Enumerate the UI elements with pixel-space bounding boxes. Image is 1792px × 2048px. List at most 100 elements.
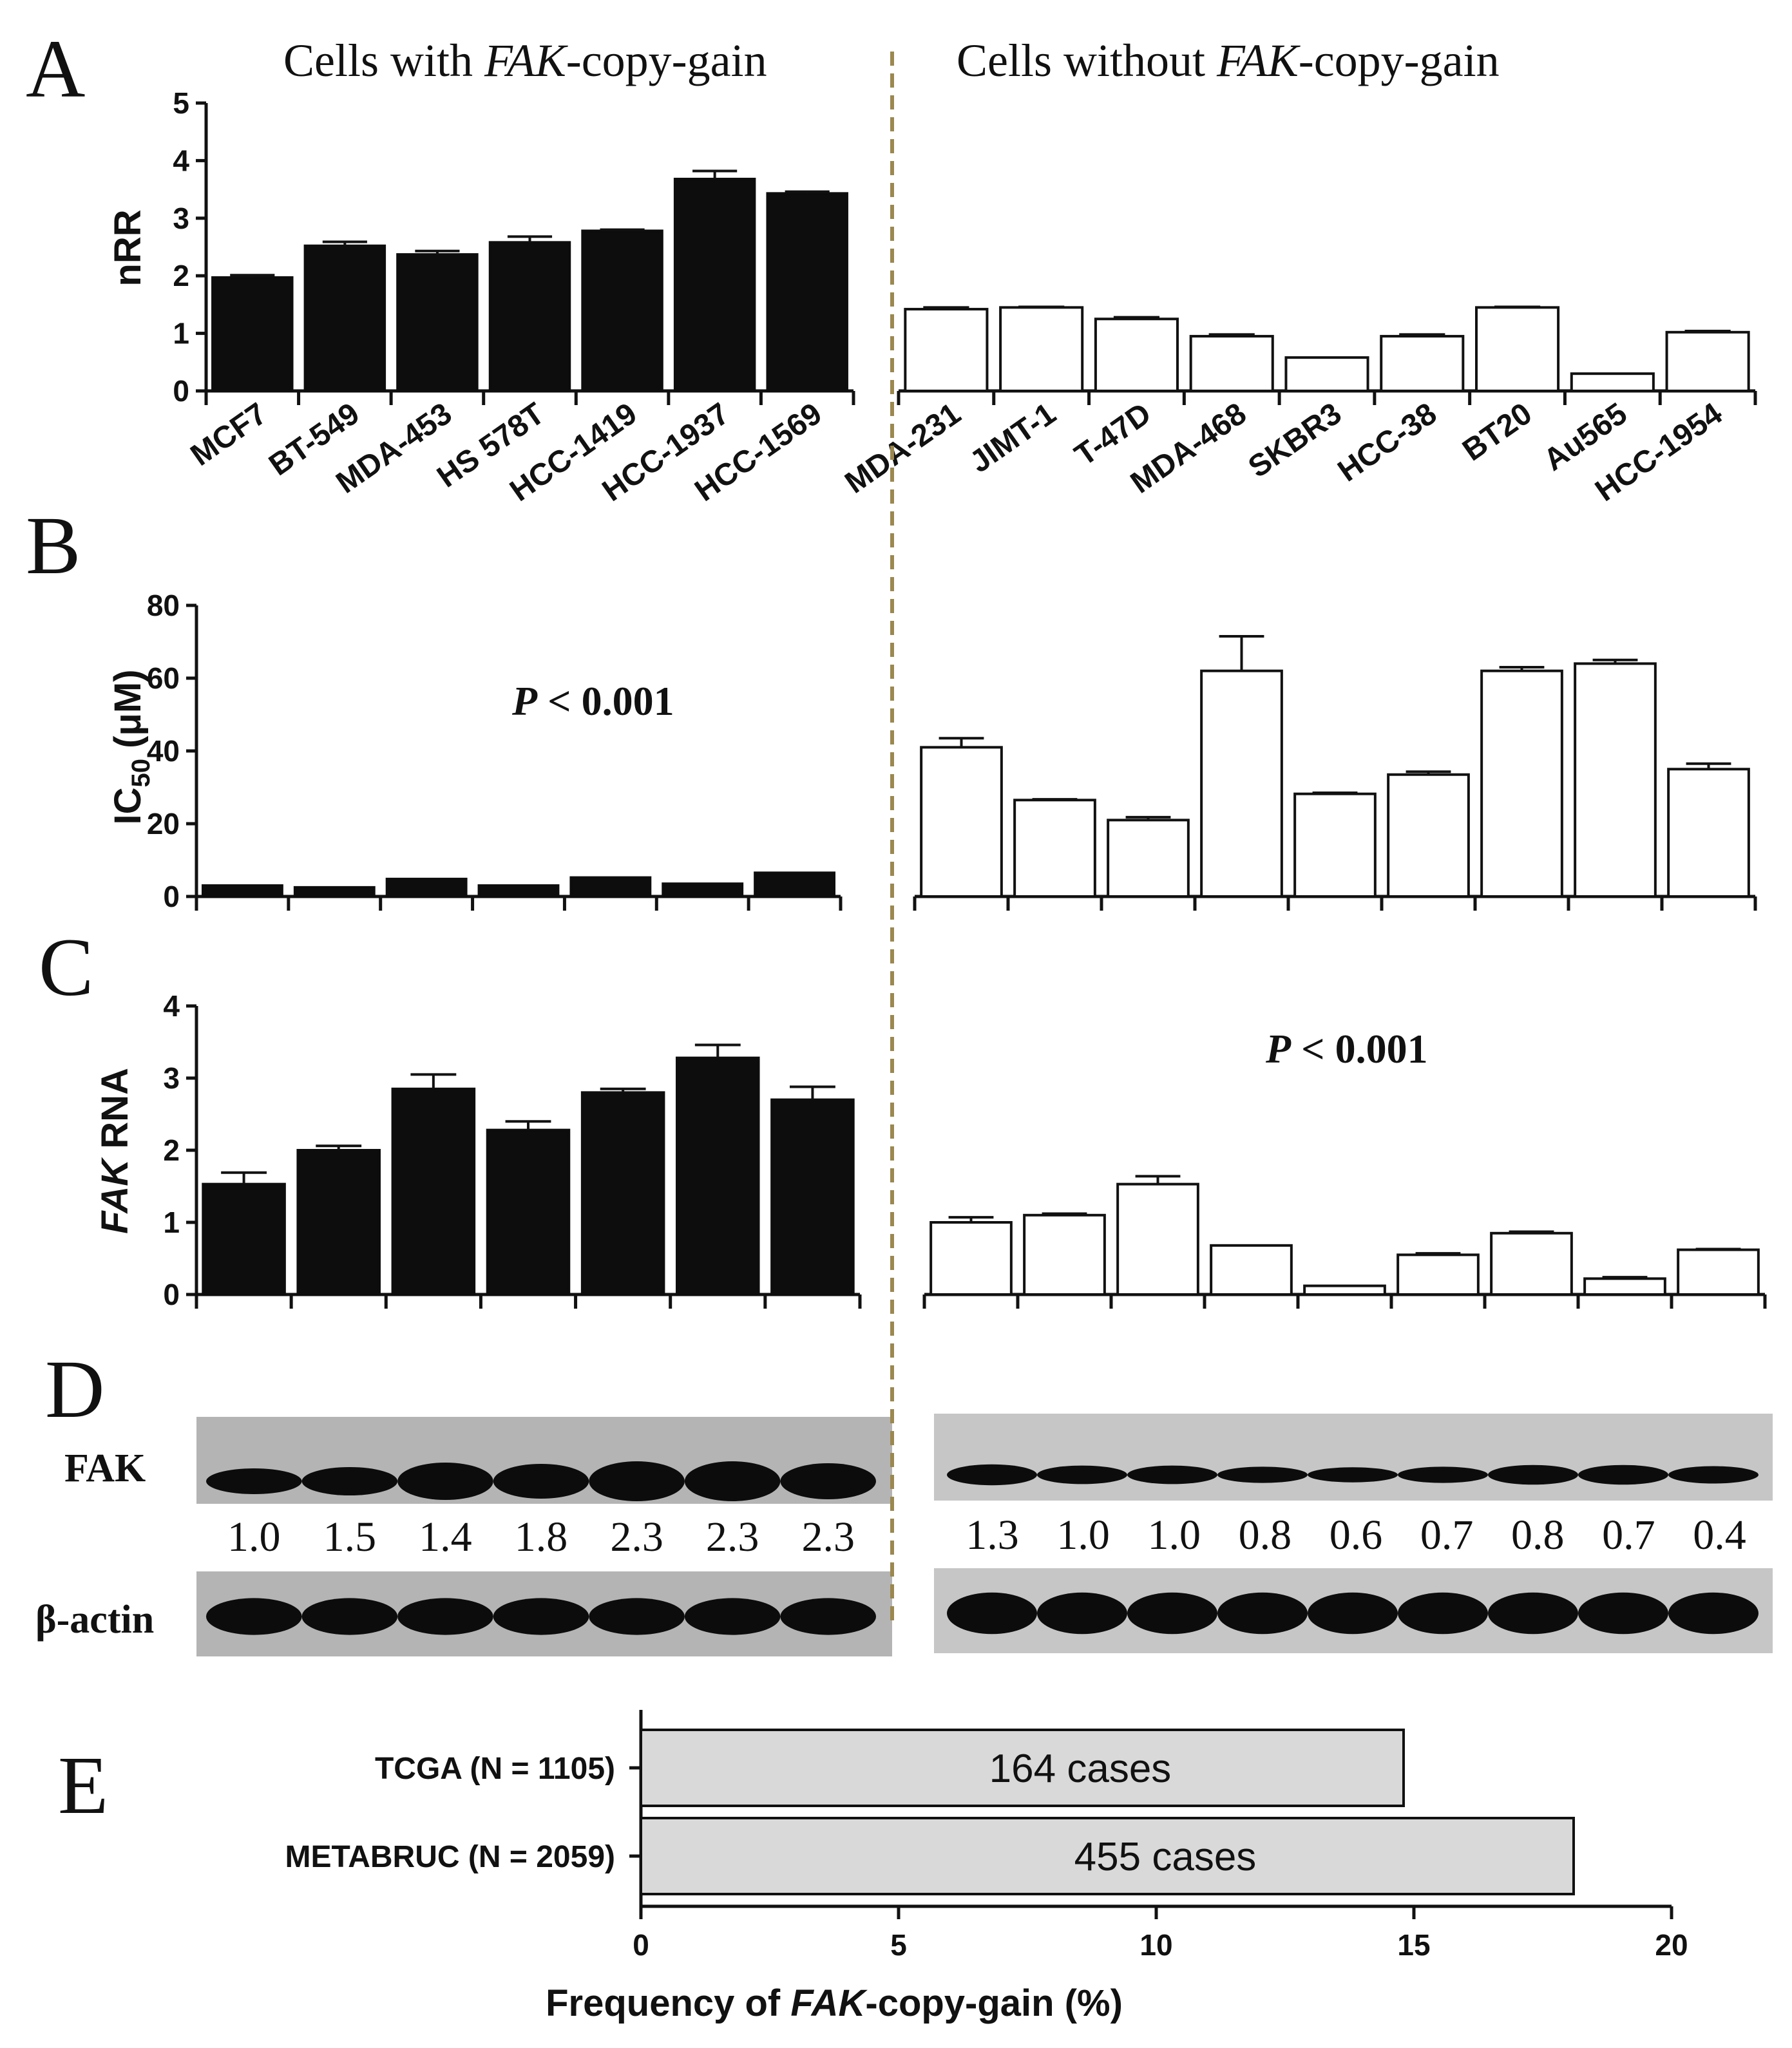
bar-gain xyxy=(754,871,835,898)
bar-nogain xyxy=(1665,330,1750,393)
x-category-label: MCF7 xyxy=(185,397,273,473)
blot-band-actin xyxy=(1217,1592,1308,1635)
blot-band-fak xyxy=(684,1461,781,1501)
bar-nogain xyxy=(1303,1284,1386,1296)
y-tick-label: 3 xyxy=(163,1061,180,1095)
panel-letter-a: A xyxy=(26,23,85,115)
bar-nogain xyxy=(1013,799,1096,898)
panel-a-chart: nRR 0 1 2 3 4 5 xyxy=(107,86,1757,408)
blot-band-fak xyxy=(1127,1465,1217,1484)
y-tick-label: 4 xyxy=(163,989,180,1023)
blot-ratio-label: 2.3 xyxy=(801,1513,855,1560)
y-tick-label: 4 xyxy=(173,144,189,177)
header-with-gain: Cells with FAK-copy-gain xyxy=(283,35,767,86)
y-tick-label: 1 xyxy=(163,1206,180,1239)
y-tick-label: 0 xyxy=(163,880,180,913)
y-tick-label: 1 xyxy=(173,317,189,350)
bar-gain xyxy=(488,241,571,392)
bar-gain xyxy=(673,178,756,392)
bar-nogain xyxy=(1677,1248,1760,1296)
y-category-label: TCGA (N = 1105) xyxy=(375,1752,615,1786)
blot-band-fak xyxy=(1488,1465,1578,1485)
bar-value-label: 164 cases xyxy=(989,1747,1172,1791)
panel-b-p-value: P < 0.001 xyxy=(511,678,674,724)
bar-gain xyxy=(580,1091,665,1296)
x-category-label: JIMT-1 xyxy=(964,397,1062,480)
blot-band-actin xyxy=(301,1598,398,1635)
blot-band-actin xyxy=(1398,1592,1488,1635)
bar-nogain xyxy=(1490,1231,1573,1296)
bar-gain xyxy=(211,276,294,392)
blot-band-fak xyxy=(947,1464,1037,1486)
blot-ratio-label: 0.7 xyxy=(1602,1512,1655,1559)
blot-band-actin xyxy=(1668,1592,1759,1635)
bar-gain xyxy=(581,229,663,392)
x-category-label: MDA-231 xyxy=(839,397,967,500)
blot-band-fak xyxy=(1308,1467,1398,1483)
bar-nogain xyxy=(1107,819,1190,898)
blot-ratio-label: 0.8 xyxy=(1239,1512,1292,1559)
blot-band-actin xyxy=(493,1598,589,1635)
blot-ratio-label: 0.4 xyxy=(1693,1512,1746,1559)
blot-actin-label: β-actin xyxy=(35,1598,154,1642)
header-without-gain: Cells without FAK-copy-gain xyxy=(957,35,1500,86)
y-tick-label: 0 xyxy=(173,374,189,408)
blot-band-actin xyxy=(947,1592,1037,1635)
blot-band-actin xyxy=(1308,1592,1398,1635)
blot-fak-label: FAK xyxy=(64,1446,146,1490)
x-tick-label: 10 xyxy=(1139,1928,1172,1962)
panel-d-western-blot: FAK β-actin 1.0 1.5 1.4 1.8 2.3 2.3 2.3 1.3 1.0 1… xyxy=(35,1414,1773,1656)
x-tick-label: 0 xyxy=(633,1928,649,1962)
blot-band-fak xyxy=(589,1461,685,1501)
bar-nogain xyxy=(999,306,1084,392)
bar-frequency xyxy=(640,1817,1575,1895)
bar-gain xyxy=(662,882,744,898)
bar-nogain xyxy=(1480,669,1563,898)
x-tick-label: 5 xyxy=(890,1928,907,1962)
panel-b-y-label: IC50 (μM) xyxy=(107,669,155,824)
bar-nogain xyxy=(1475,306,1560,392)
bar-nogain xyxy=(1583,1277,1666,1296)
bar-gain xyxy=(766,192,848,392)
blot-band-actin xyxy=(1488,1592,1578,1635)
blot-ratio-label: 1.5 xyxy=(323,1513,377,1560)
bar-nogain xyxy=(1396,1253,1480,1296)
x-category-label: BT20 xyxy=(1456,397,1538,468)
blot-ratio-label: 2.3 xyxy=(610,1513,663,1560)
bar-value-label: 455 cases xyxy=(1074,1835,1257,1879)
y-tick-label: 3 xyxy=(173,202,189,235)
blot-band-fak xyxy=(206,1468,302,1494)
bar-gain xyxy=(569,876,652,898)
bar-frequency xyxy=(640,1729,1405,1807)
bar-gain xyxy=(303,244,386,392)
bar-gain xyxy=(385,877,468,898)
bar-nogain xyxy=(1574,662,1657,898)
panel-letter-e: E xyxy=(58,1740,108,1831)
blot-band-fak xyxy=(301,1467,398,1495)
bar-nogain xyxy=(1116,1182,1199,1296)
blot-ratio-label: 1.0 xyxy=(227,1513,281,1560)
bar-nogain xyxy=(1293,792,1377,898)
panel-e-x-label: Frequency of FAK-copy-gain (%) xyxy=(546,1982,1123,2024)
blot-band-fak xyxy=(493,1464,589,1499)
blot-band-actin xyxy=(1578,1592,1668,1635)
bar-nogain xyxy=(929,1221,1013,1296)
panel-letter-b: B xyxy=(26,500,81,591)
blot-ratio-label: 2.3 xyxy=(706,1513,759,1560)
bar-nogain xyxy=(904,308,989,392)
panel-c-p-value: P < 0.001 xyxy=(1265,1026,1428,1072)
x-category-label: SKBR3 xyxy=(1243,397,1348,485)
bar-gain xyxy=(293,886,376,898)
bar-nogain xyxy=(1284,356,1369,393)
blot-band-actin xyxy=(1127,1592,1217,1635)
blot-band-fak xyxy=(1217,1466,1308,1483)
bar-nogain xyxy=(920,746,1003,898)
bar-nogain xyxy=(1189,335,1274,393)
bar-nogain xyxy=(1023,1213,1106,1296)
blot-band-fak xyxy=(1668,1466,1759,1484)
y-tick-label: 2 xyxy=(173,259,189,292)
blot-band-actin xyxy=(684,1598,781,1635)
panel-letter-c: C xyxy=(39,922,93,1013)
blot-band-fak xyxy=(1578,1465,1668,1485)
